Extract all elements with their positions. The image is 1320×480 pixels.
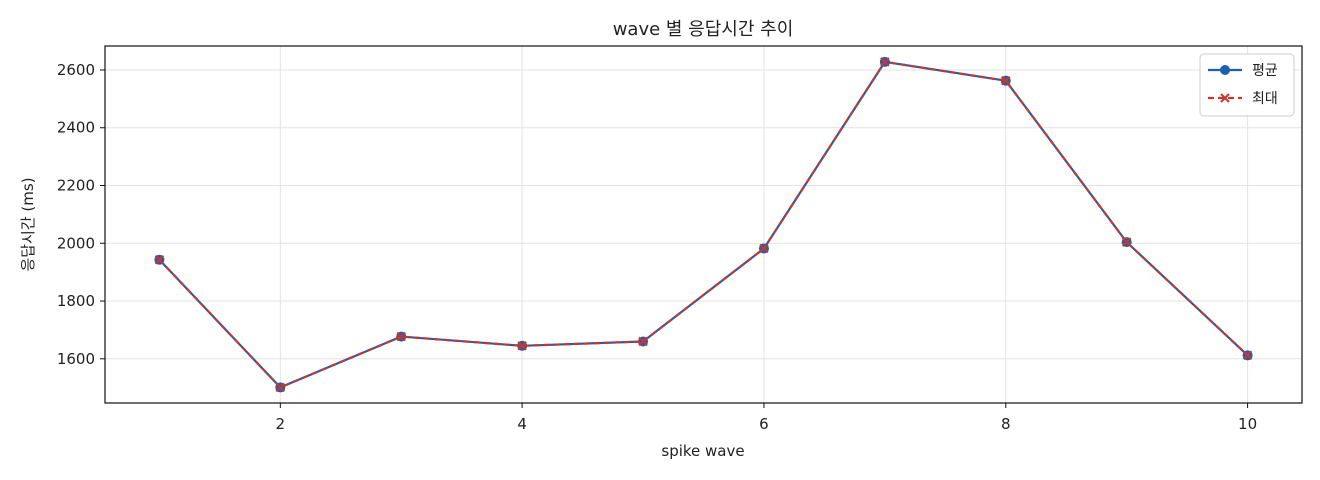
legend-label: 평균 — [1252, 63, 1278, 79]
x-tick-label: 8 — [1001, 415, 1011, 433]
y-axis-label: 응답시간 (ms) — [19, 177, 37, 271]
y-tick-label: 1800 — [57, 292, 95, 310]
x-tick-label: 10 — [1238, 415, 1257, 433]
y-tick-label: 2600 — [57, 61, 95, 79]
x-axis-label: spike wave — [661, 442, 744, 460]
chart-title: wave 별 응답시간 추이 — [613, 19, 794, 40]
legend-box — [1200, 54, 1294, 116]
legend-label: 최대 — [1252, 91, 1278, 107]
y-tick-label: 2200 — [57, 177, 95, 195]
legend-marker — [1220, 65, 1230, 75]
y-tick-label: 2000 — [57, 234, 95, 252]
x-tick-label: 2 — [276, 415, 286, 433]
y-tick-label: 2400 — [57, 119, 95, 137]
x-tick-label: 6 — [759, 415, 769, 433]
x-tick-label: 4 — [517, 415, 527, 433]
y-tick-label: 1600 — [57, 350, 95, 368]
